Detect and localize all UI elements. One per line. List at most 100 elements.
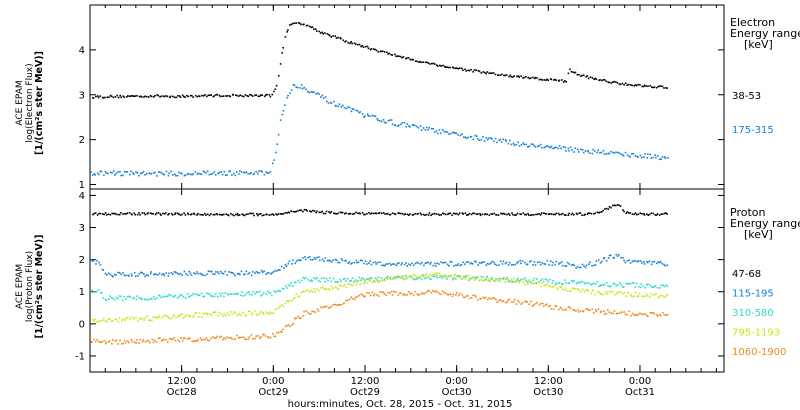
data-point (290, 282, 292, 284)
data-point (291, 299, 293, 302)
data-point (172, 295, 174, 298)
data-point (199, 272, 202, 275)
data-point (132, 95, 135, 97)
data-point (270, 273, 272, 275)
data-point (451, 276, 454, 279)
data-point (649, 295, 651, 298)
data-point (261, 214, 264, 217)
data-point (564, 289, 566, 291)
data-point (318, 256, 320, 258)
data-point (510, 143, 513, 146)
data-point (581, 149, 584, 151)
data-point (619, 83, 622, 86)
data-point (92, 213, 94, 216)
data-point (478, 262, 481, 264)
data-point (483, 297, 486, 300)
data-point (98, 340, 100, 343)
data-point (594, 212, 596, 215)
data-point (589, 152, 591, 154)
data-point (239, 313, 241, 315)
data-point (184, 337, 186, 339)
data-point (461, 277, 463, 280)
data-point (353, 212, 356, 215)
data-point (351, 297, 354, 300)
data-point (115, 172, 117, 175)
data-point (599, 284, 602, 287)
data-point (273, 159, 275, 161)
data-point (421, 292, 423, 294)
data-point (279, 213, 282, 215)
series-38-53 (92, 22, 668, 99)
data-point (199, 337, 202, 339)
data-point (148, 339, 150, 342)
data-point (532, 143, 534, 146)
data-point (372, 280, 375, 283)
data-point (120, 174, 122, 177)
data-point (120, 273, 122, 276)
data-point (524, 261, 526, 264)
data-point (311, 209, 314, 212)
data-point (455, 294, 457, 296)
data-point (427, 289, 429, 292)
data-point (336, 281, 338, 283)
data-point (575, 310, 577, 312)
data-point (573, 288, 575, 290)
data-point (212, 172, 214, 175)
data-point (265, 311, 267, 313)
data-point (667, 157, 669, 159)
data-point (183, 212, 185, 214)
data-point (516, 262, 518, 264)
data-point (659, 294, 662, 297)
data-point (217, 172, 219, 175)
data-point (332, 287, 334, 290)
data-point (599, 311, 602, 314)
data-point (500, 73, 503, 76)
data-point (517, 280, 520, 282)
data-point (154, 94, 156, 97)
data-point (476, 276, 479, 279)
data-point (301, 87, 304, 90)
data-point (204, 212, 206, 215)
data-point (229, 293, 232, 295)
legend-entry: 47-68 (732, 269, 761, 280)
data-point (208, 94, 211, 96)
data-point (381, 264, 383, 267)
data-point (474, 134, 477, 137)
data-point (225, 95, 227, 97)
data-point (391, 54, 394, 56)
data-point (507, 299, 509, 301)
data-point (519, 259, 521, 262)
plot-frame (89, 188, 725, 373)
data-point (552, 285, 555, 288)
data-point (464, 278, 467, 280)
data-point (284, 263, 287, 266)
data-point (603, 283, 606, 286)
data-point (117, 271, 119, 274)
data-point (224, 338, 227, 340)
data-point (452, 278, 454, 281)
data-point (313, 91, 315, 93)
data-point (500, 141, 503, 143)
data-point (113, 298, 116, 301)
data-point (155, 273, 158, 276)
data-point (180, 337, 182, 339)
data-point (111, 274, 113, 277)
data-point (156, 94, 158, 96)
data-point (572, 263, 574, 266)
data-point (338, 303, 341, 306)
data-point (451, 295, 454, 298)
data-point (250, 94, 253, 96)
data-point (647, 315, 649, 318)
legend-entry: 175-315 (732, 125, 774, 136)
data-point (490, 213, 492, 215)
data-point (183, 95, 185, 98)
data-point (102, 317, 105, 320)
data-point (646, 157, 648, 159)
data-point (230, 212, 232, 215)
data-point (424, 129, 427, 131)
data-point (523, 76, 525, 79)
data-point (546, 279, 548, 281)
data-point (657, 297, 659, 299)
data-point (508, 279, 511, 282)
data-point (305, 88, 307, 91)
